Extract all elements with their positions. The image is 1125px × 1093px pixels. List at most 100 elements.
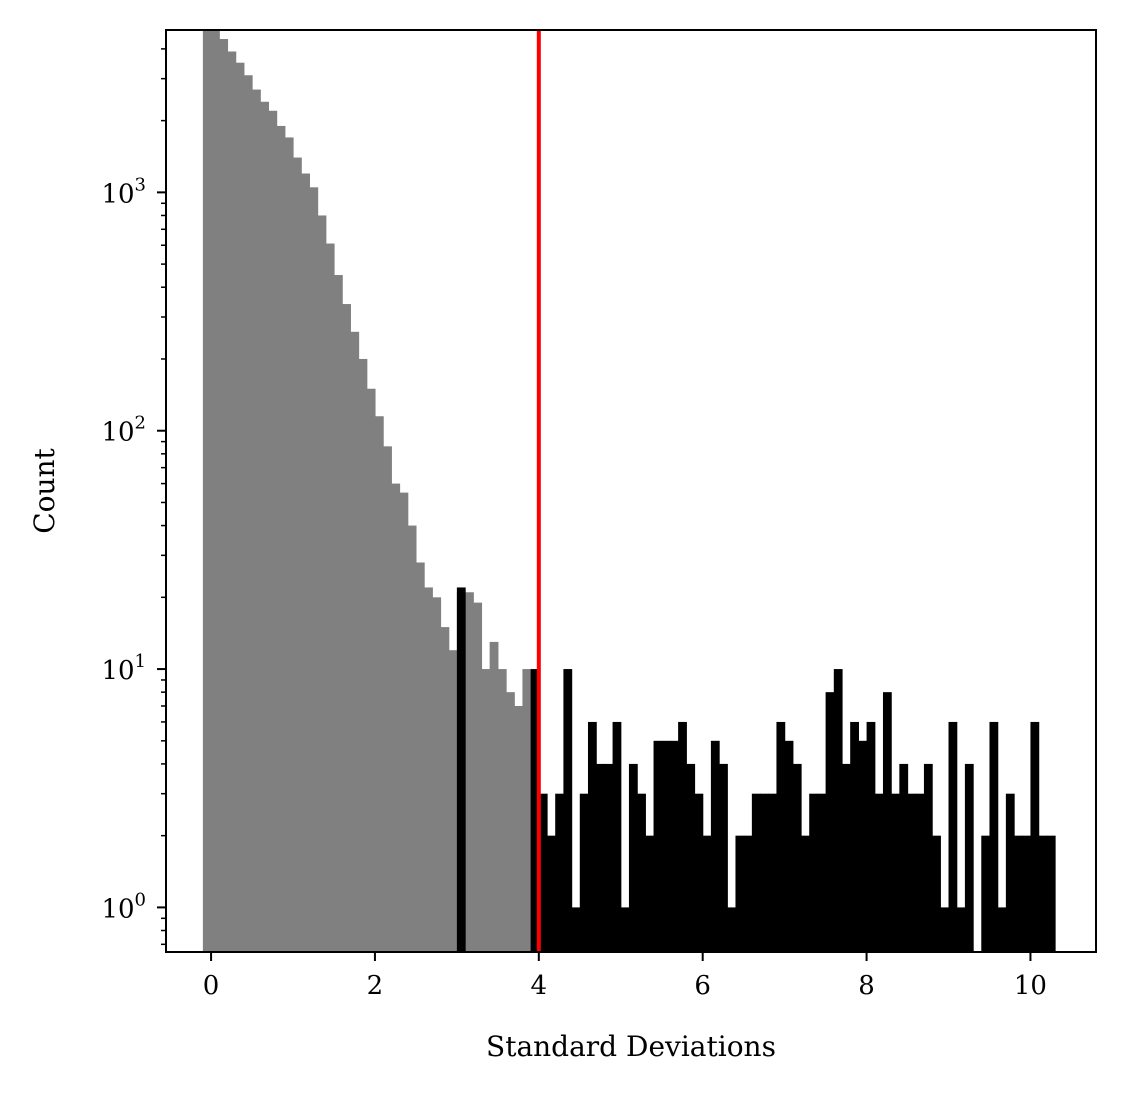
histogram-bar (268, 110, 278, 953)
histogram-bar (833, 669, 843, 952)
histogram-bar (530, 669, 540, 952)
histogram-bar (964, 763, 974, 952)
histogram-bar (432, 597, 442, 952)
x-tick-label: 8 (858, 971, 875, 1001)
histogram-bar (604, 763, 614, 952)
histogram-bar (506, 692, 515, 952)
histogram-bar (669, 740, 679, 952)
histogram-bar (817, 793, 827, 952)
histogram-bar (325, 243, 335, 952)
y-axis-ticks: 100 101 102 103 (101, 48, 166, 946)
histogram-bar (653, 740, 663, 952)
histogram-bar (1014, 835, 1023, 952)
histogram-bar (743, 835, 753, 952)
histogram-bar (801, 835, 810, 952)
histogram-bar (1022, 835, 1032, 952)
y-tick-label: 102 (101, 413, 146, 448)
histogram-bar (891, 793, 900, 952)
histogram-bar (628, 763, 638, 952)
y-tick-label: 101 (101, 651, 146, 686)
histogram-bar (1038, 835, 1048, 952)
histogram-bar (932, 835, 941, 952)
histogram-bar (792, 763, 802, 952)
histogram-bar (776, 721, 786, 952)
histogram-bar (1005, 793, 1015, 952)
histogram-bar (1046, 835, 1056, 952)
histogram-bar (645, 835, 655, 952)
histogram-bar (350, 331, 360, 953)
histogram-bar (317, 215, 327, 953)
histogram-bar (456, 587, 466, 952)
histogram-bar (956, 907, 966, 952)
histogram-bar (293, 157, 302, 953)
histogram-bar (858, 740, 868, 952)
histogram-bar (768, 793, 778, 952)
x-tick-label: 4 (531, 971, 548, 1001)
histogram-bar (596, 763, 605, 952)
histogram-bar (489, 641, 499, 952)
histogram-bar (850, 721, 859, 952)
histogram-bar (522, 669, 532, 952)
histogram-bar (735, 835, 745, 952)
histogram-bar (407, 525, 417, 952)
histogram-bar (923, 763, 933, 952)
histogram-bar (809, 793, 819, 952)
histogram-bar (399, 492, 409, 952)
histogram-bar (686, 763, 696, 952)
histogram-bar (620, 907, 630, 952)
histogram-bar (227, 51, 237, 953)
histogram-bar (899, 763, 909, 952)
histogram-bar (940, 907, 950, 952)
y-tick-label: 100 (101, 889, 146, 924)
x-tick-label: 2 (367, 971, 384, 1001)
histogram-bar (719, 763, 728, 952)
histogram-bar (374, 416, 384, 952)
histogram-bar (555, 793, 565, 952)
histogram-bar (309, 187, 319, 952)
histogram-bar (989, 721, 999, 952)
histogram-bar (383, 446, 392, 952)
x-axis-label: Standard Deviations (486, 1030, 776, 1063)
y-axis-label: Count (28, 447, 61, 533)
histogram-bar (342, 304, 351, 952)
histogram-bar (825, 692, 835, 952)
histogram-bar (981, 835, 991, 952)
y-tick-label: 103 (101, 174, 146, 209)
histogram-bar (497, 669, 507, 952)
histogram-bar (252, 89, 261, 953)
histogram-bar (997, 907, 1007, 952)
histogram-bar (448, 650, 458, 952)
histogram-bar (202, 30, 212, 952)
histogram-bar (358, 358, 368, 952)
histogram-bar (907, 793, 917, 952)
histogram-bar (694, 793, 704, 952)
histogram-bar (276, 125, 286, 952)
histogram-bar (260, 101, 270, 952)
histogram-bar (948, 721, 958, 952)
histogram-bar (866, 721, 876, 952)
histogram-bar (727, 907, 737, 952)
histogram-bar (424, 587, 433, 952)
histogram-bar (571, 907, 581, 952)
histogram-bar (710, 740, 720, 952)
histogram-bar (841, 763, 851, 952)
histogram-bar (612, 721, 622, 952)
histogram-bar (465, 592, 474, 952)
histogram-bar (333, 275, 343, 953)
histogram-bar (547, 835, 556, 952)
histogram-bar (440, 627, 450, 952)
x-axis-ticks: 0 2 4 6 8 10 (203, 952, 1047, 1001)
histogram-bar (678, 721, 687, 952)
histogram-bar (661, 740, 671, 952)
histogram-bar (538, 793, 548, 952)
histogram-bar (514, 705, 524, 952)
histogram-bar (874, 793, 884, 952)
x-tick-label: 6 (694, 971, 711, 1001)
histogram-bar (473, 602, 483, 952)
histogram-bar (284, 137, 294, 953)
histogram-bar (366, 388, 376, 952)
histogram-bar (481, 669, 491, 952)
histogram-bar (211, 30, 220, 952)
histogram-bar (587, 721, 597, 952)
bars-layer (202, 30, 1056, 953)
